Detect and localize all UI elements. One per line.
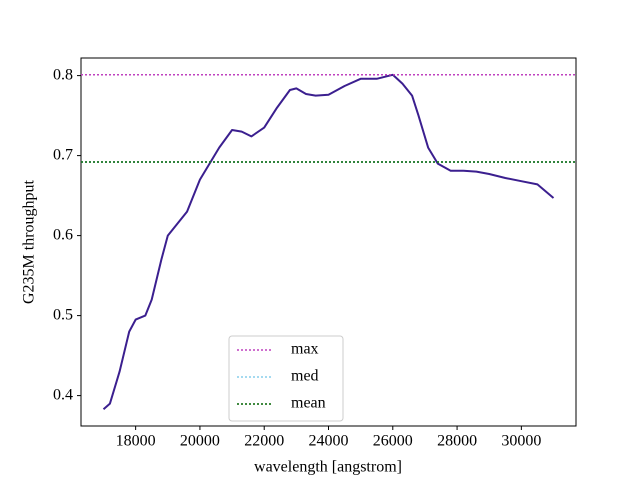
data-line <box>102 73 555 410</box>
legend <box>228 335 344 422</box>
x-tick-label: 28000 <box>437 433 477 450</box>
y-tick-label: 0.7 <box>53 146 73 163</box>
x-tick-label: 24000 <box>309 433 349 450</box>
legend-label: mean <box>291 395 326 412</box>
x-axis-label: wavelength [angstrom] <box>254 459 402 476</box>
x-tick-label: 20000 <box>180 433 220 450</box>
x-tick-label: 18000 <box>116 433 156 450</box>
y-tick-label: 0.8 <box>53 66 73 83</box>
y-tick-label: 0.4 <box>53 386 73 403</box>
y-tick-label: 0.6 <box>53 226 73 243</box>
x-tick-label: 30000 <box>501 433 541 450</box>
legend-label: max <box>291 341 319 358</box>
x-tick-label: 26000 <box>373 433 413 450</box>
y-axis-label: G235M throughput <box>21 179 38 304</box>
x-tick-label: 22000 <box>244 433 284 450</box>
legend-label: med <box>291 368 319 385</box>
y-tick-label: 0.5 <box>53 306 73 323</box>
